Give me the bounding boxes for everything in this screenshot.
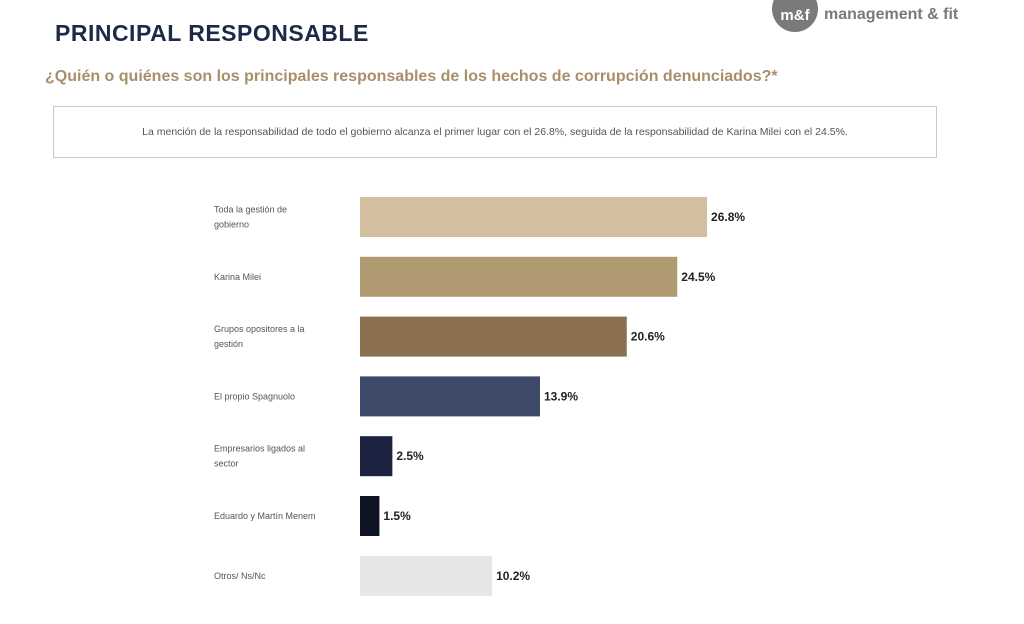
bar-4 [360,436,393,477]
summary-text: La mención de la responsabilidad de todo… [142,126,848,138]
value-label: 10.2% [496,569,530,583]
value-label: 26.8% [711,210,745,224]
bar-2 [360,316,627,357]
category-label: Karina Milei [214,272,261,282]
bar-0 [360,197,708,237]
category-label: Toda la gestión de gobierno [214,205,287,230]
category-label: Grupos opositores a la gestión [214,324,305,349]
brand-logo: m&f management & fit [772,0,958,32]
category-label: El propio Spagnuolo [214,391,295,401]
value-label: 13.9% [544,389,578,403]
category-label: Eduardo y Martín Menem [214,511,316,521]
bar-6 [360,555,493,596]
bar-1 [360,256,678,297]
value-label: 20.6% [631,330,665,344]
summary-box: La mención de la responsabilidad de todo… [53,106,937,158]
bar-3 [360,376,541,417]
category-label: Otros/ Ns/Nc [214,571,266,581]
logo-text: management & fit [824,6,959,23]
value-label: 2.5% [396,449,424,463]
value-label: 1.5% [383,509,411,523]
survey-question: ¿Quién o quiénes son los principales res… [45,68,778,85]
bar-5 [360,496,380,536]
value-label: 24.5% [681,270,715,284]
category-label: Empresarios ligados al sector [214,444,305,469]
page-title: PRINCIPAL RESPONSABLE [55,20,369,46]
